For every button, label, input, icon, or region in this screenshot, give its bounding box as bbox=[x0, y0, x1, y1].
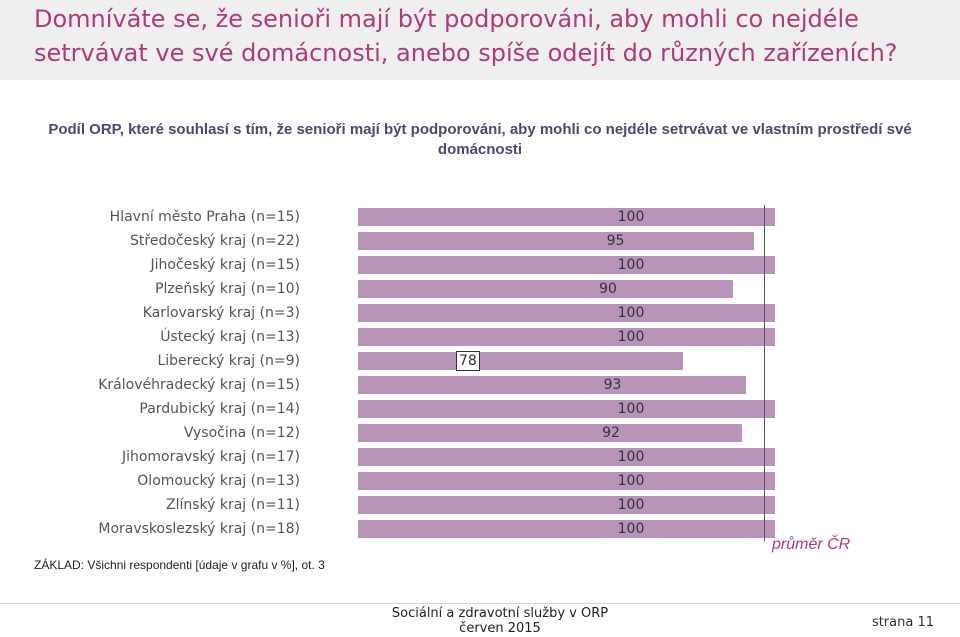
footer-divider bbox=[0, 603, 960, 604]
category-label: Plzeňský kraj (n=10) bbox=[155, 281, 300, 297]
bar bbox=[358, 520, 775, 538]
data-label: 100 bbox=[617, 209, 645, 225]
category-label: Středočeský kraj (n=22) bbox=[130, 233, 300, 249]
data-label: 95 bbox=[606, 233, 625, 249]
data-label: 100 bbox=[617, 401, 645, 417]
bar bbox=[358, 400, 775, 418]
data-label: 100 bbox=[617, 521, 645, 537]
footer-line-2: červen 2015 bbox=[459, 621, 541, 636]
title-bar: Domníváte se, že senioři mají být podpor… bbox=[0, 0, 960, 80]
page-number: strana 11 bbox=[871, 615, 934, 630]
category-label: Zlínský kraj (n=11) bbox=[165, 497, 300, 513]
base-note: ZÁKLAD: Všichni respondenti [údaje v gra… bbox=[34, 558, 325, 572]
average-reference-line bbox=[764, 205, 765, 541]
data-label: 78 bbox=[456, 351, 480, 371]
data-label: 90 bbox=[599, 281, 617, 297]
category-label: Karlovarský kraj (n=3) bbox=[142, 305, 300, 321]
category-label: Ústecký kraj (n=13) bbox=[160, 329, 300, 345]
data-label: 92 bbox=[602, 425, 620, 441]
data-label: 100 bbox=[617, 473, 645, 489]
bar bbox=[358, 208, 775, 226]
bar bbox=[358, 496, 775, 514]
category-label: Hlavní město Praha (n=15) bbox=[109, 209, 300, 225]
chart-title: Podíl ORP, které souhlasí s tím, že seni… bbox=[48, 121, 912, 158]
data-label: 93 bbox=[603, 377, 622, 393]
category-label: Královéhradecký kraj (n=15) bbox=[98, 377, 300, 393]
category-label: Liberecký kraj (n=9) bbox=[157, 353, 300, 369]
data-label: 100 bbox=[617, 497, 645, 513]
category-label: Moravskoslezský kraj (n=18) bbox=[98, 521, 300, 537]
bar bbox=[358, 448, 775, 466]
bar bbox=[358, 232, 755, 250]
data-label: 100 bbox=[617, 449, 645, 465]
bar bbox=[358, 472, 775, 490]
page-title: Domníváte se, že senioři mají být podpor… bbox=[34, 5, 898, 67]
footer-line-1: Sociální a zdravotní služby v ORP bbox=[391, 606, 609, 621]
category-label: Jihočeský kraj (n=15) bbox=[150, 257, 300, 273]
category-label: Olomoucký kraj (n=13) bbox=[137, 473, 300, 489]
data-label: 100 bbox=[617, 305, 645, 321]
bar bbox=[358, 376, 746, 394]
average-reference-label: průměr ČR bbox=[772, 536, 851, 553]
data-label: 100 bbox=[617, 257, 645, 273]
bar bbox=[358, 424, 742, 442]
bar bbox=[358, 328, 775, 346]
bar bbox=[358, 304, 775, 322]
data-label: 100 bbox=[617, 329, 645, 345]
bar bbox=[358, 352, 684, 370]
category-label: Jihomoravský kraj (n=17) bbox=[121, 449, 300, 465]
bar bbox=[358, 280, 734, 298]
bar bbox=[358, 256, 775, 274]
category-label: Vysočina (n=12) bbox=[183, 425, 300, 441]
category-label: Pardubický kraj (n=14) bbox=[139, 401, 300, 417]
